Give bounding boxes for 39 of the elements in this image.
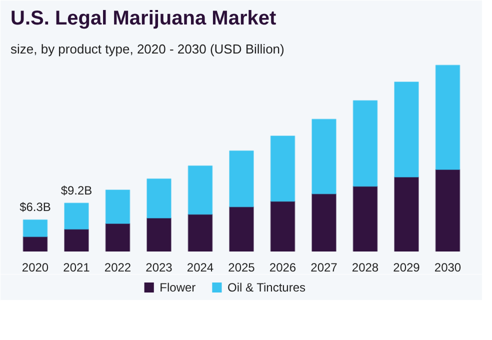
- legend-label: Oil & Tinctures: [228, 280, 306, 294]
- x-tick-label: 2020: [22, 260, 49, 274]
- bar: [22, 236, 48, 252]
- x-tick-label: 2026: [269, 260, 296, 274]
- x-tick-label: 2028: [352, 260, 379, 274]
- bar: [146, 217, 172, 252]
- annotation: $6.3B: [20, 200, 51, 214]
- bar: [105, 223, 130, 252]
- x-tick-label: 2027: [310, 260, 338, 274]
- bar: [352, 100, 378, 187]
- chart-subtitle: size, by product type, 2020 - 2030 (USD Billion): [10, 42, 284, 56]
- bar: [188, 165, 213, 215]
- bar: [229, 206, 254, 252]
- x-tick-label: 2030: [434, 260, 462, 274]
- x-tick-label: 2023: [146, 260, 173, 274]
- x-tick-label: 2022: [104, 260, 132, 274]
- x-tick-label: 2029: [393, 260, 420, 274]
- bar: [435, 64, 460, 170]
- bar: [146, 178, 172, 218]
- bar: [105, 190, 130, 224]
- chart-title: U.S. Legal Marijuana Market: [10, 8, 276, 30]
- bar: [352, 186, 378, 252]
- legend-label: Flower: [160, 280, 196, 294]
- bar: [64, 228, 89, 252]
- x-tick-label: 2025: [228, 260, 256, 274]
- annotation: $9.2B: [60, 183, 92, 198]
- x-tick-label: 2024: [186, 260, 214, 274]
- bar: [22, 219, 48, 238]
- bar: [64, 202, 89, 230]
- bar: [312, 118, 336, 194]
- bar: [394, 176, 419, 252]
- bar: [229, 150, 254, 208]
- bar: [188, 214, 213, 252]
- bar: [394, 81, 419, 178]
- bar: [435, 169, 460, 252]
- bar: [270, 136, 296, 202]
- bar: [270, 200, 296, 252]
- bar: [312, 193, 336, 252]
- x-tick-label: 2021: [63, 260, 90, 274]
